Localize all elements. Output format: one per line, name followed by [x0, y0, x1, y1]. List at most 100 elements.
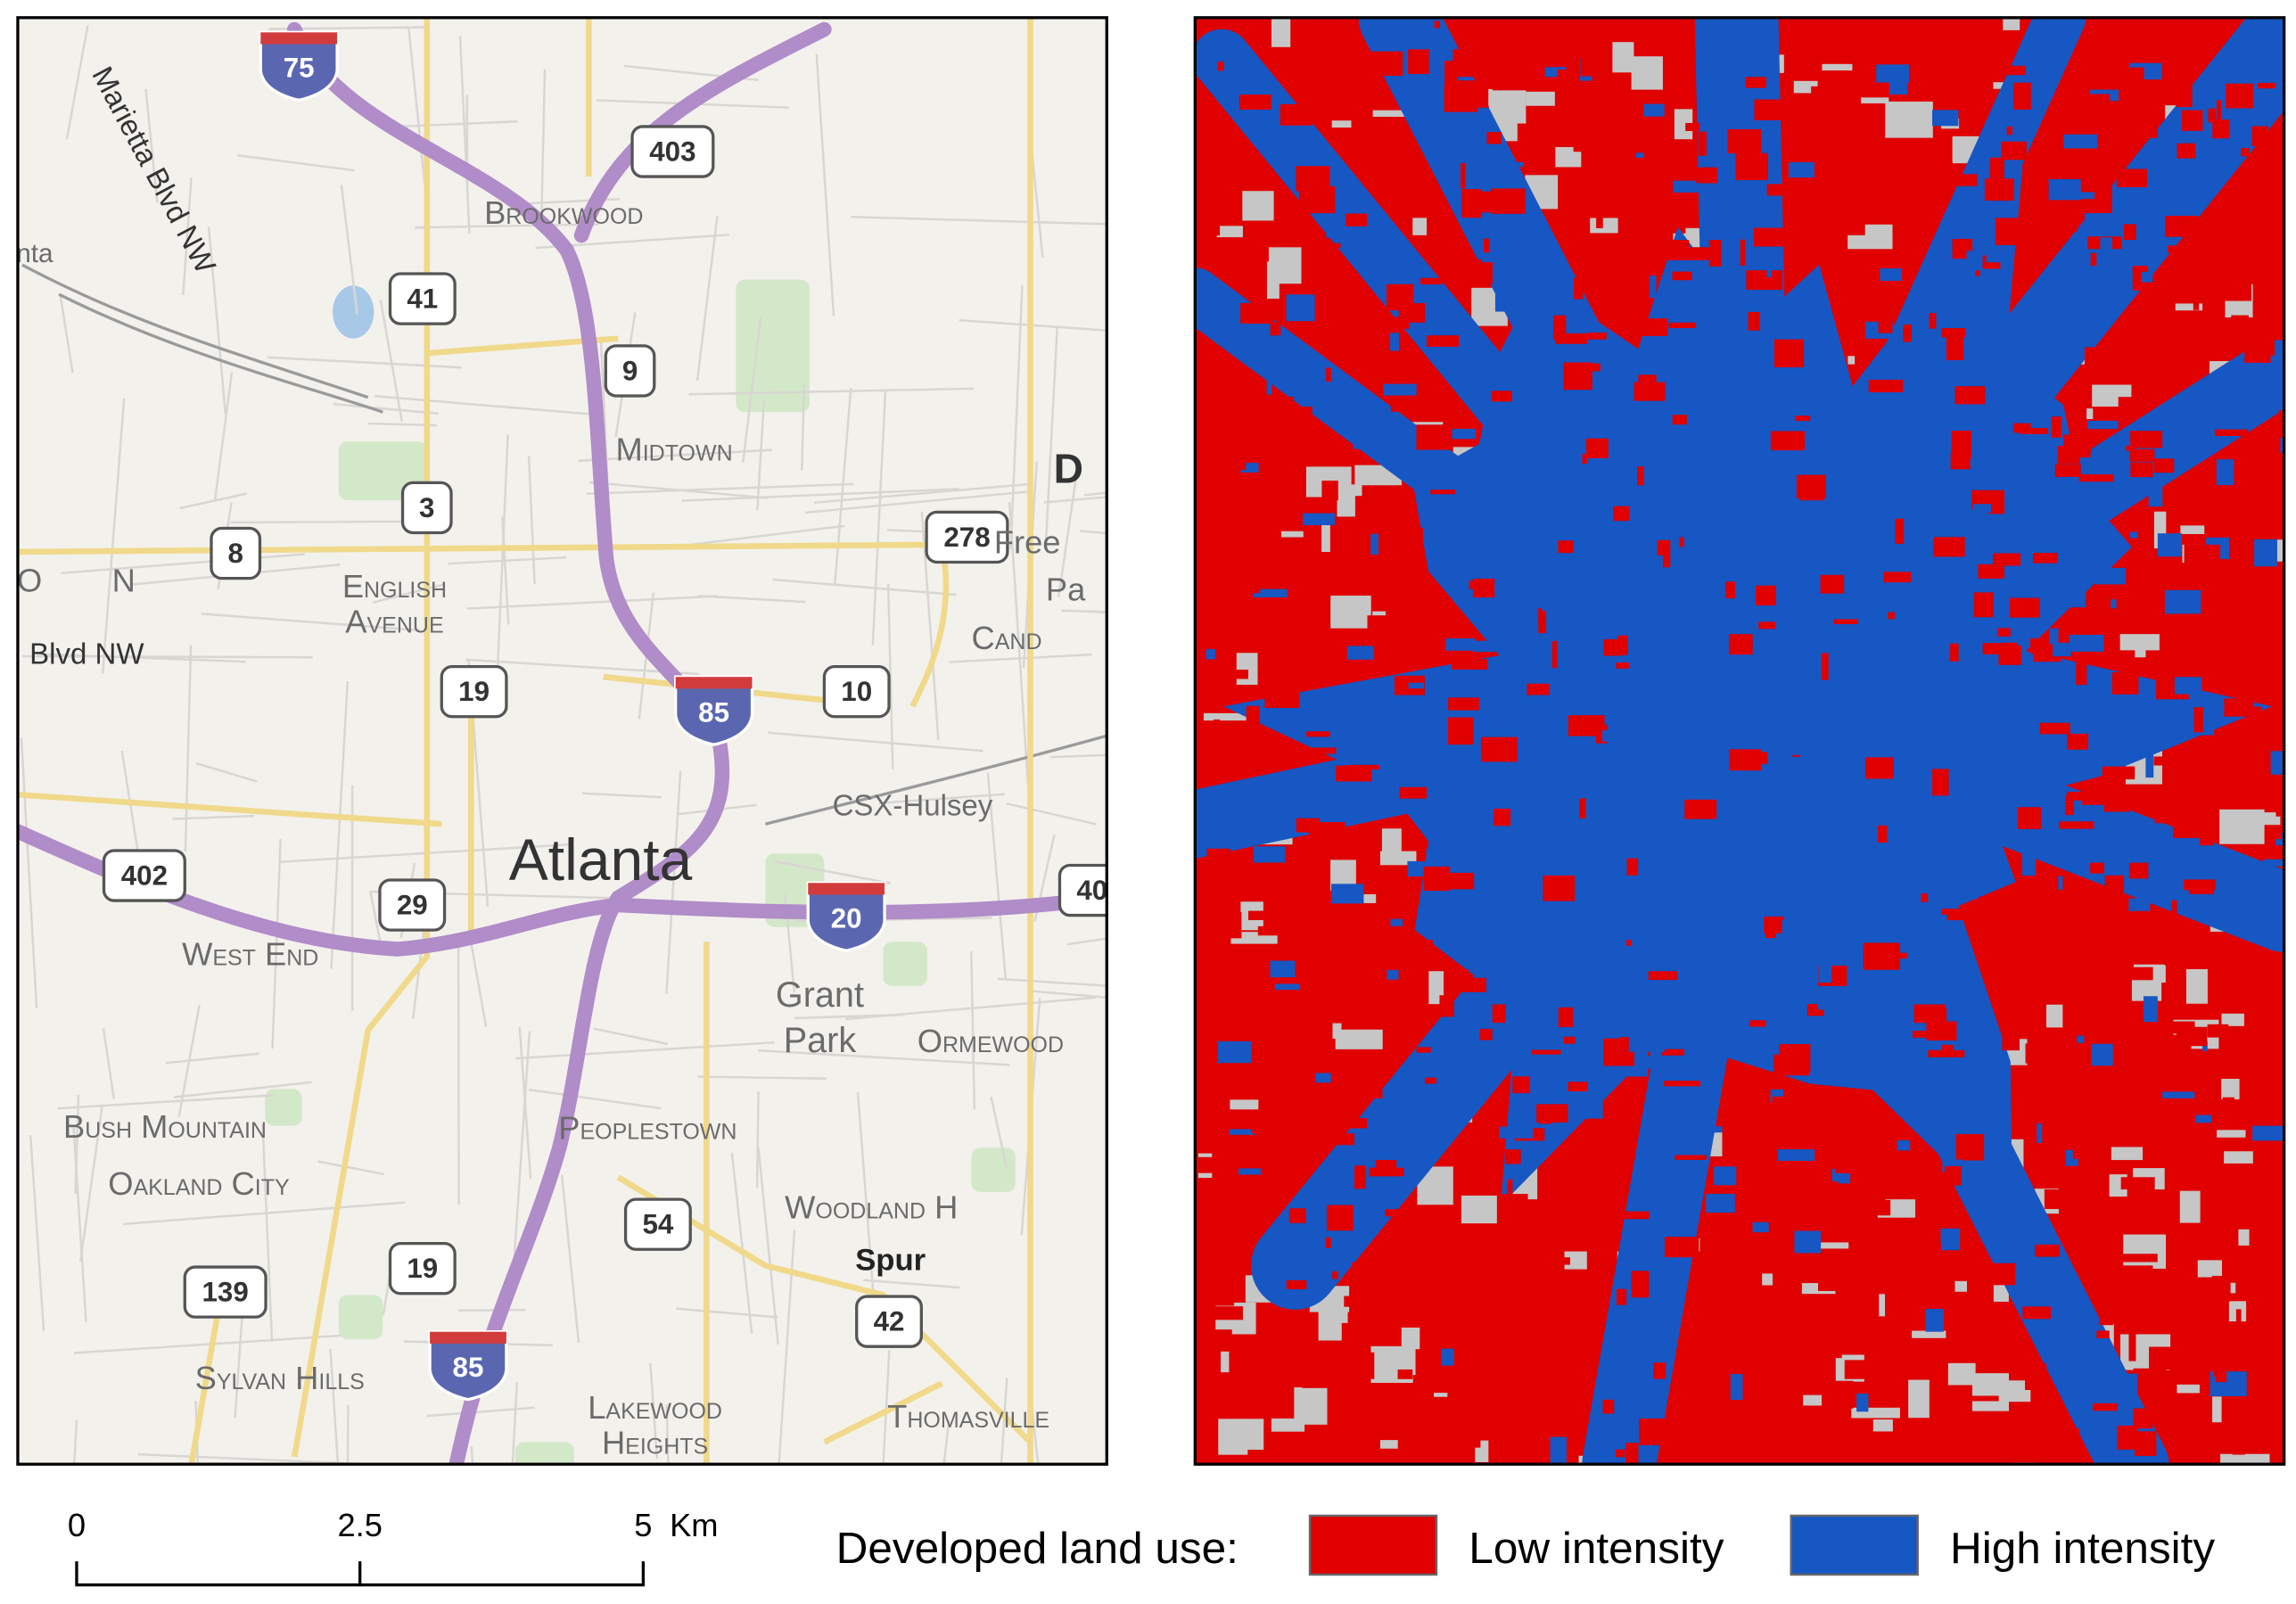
raster-patch [2117, 432, 2128, 441]
raster-patch [1353, 421, 1380, 449]
street [768, 731, 983, 753]
street [396, 119, 518, 128]
raster-patch [1557, 69, 1568, 84]
raster-patch [1982, 643, 2004, 654]
legend-label: High intensity [1950, 1524, 2215, 1573]
raster-patch [2162, 1091, 2195, 1098]
raster-patch [1984, 178, 2014, 202]
raster-patch [2172, 1222, 2207, 1230]
raster-patch [1826, 1181, 1839, 1193]
raster-patch [1625, 1443, 1639, 1465]
raster-patch [1600, 936, 1626, 955]
raster-patch [1904, 980, 1913, 999]
park [265, 1089, 302, 1126]
raster-patch [1638, 318, 1668, 336]
raster-patch [1454, 968, 1469, 975]
raster-patch [1945, 1165, 1962, 1186]
raster-patch [1596, 215, 1603, 228]
raster-patch [2020, 891, 2051, 907]
raster-patch [1667, 308, 1687, 315]
raster-patch [2118, 397, 2138, 419]
raster-patch [2228, 320, 2247, 336]
street [997, 977, 1107, 987]
raster-patch [1685, 1409, 1715, 1435]
raster-patch [1693, 693, 1722, 716]
raster-patch [1807, 1242, 1849, 1249]
raster-patch [1962, 92, 1972, 111]
raster-patch [2104, 875, 2125, 898]
raster-patch [1908, 1379, 1930, 1419]
raster-patch [2190, 640, 2203, 662]
raster-patch [1637, 466, 1644, 486]
raster-patch [1675, 628, 1683, 638]
raster-patch [1472, 640, 1496, 653]
raster-patch [1698, 131, 1707, 156]
raster-patch [1888, 612, 1895, 620]
raster-patch [1230, 590, 1251, 611]
route-number: 42 [874, 1306, 905, 1337]
raster-patch [1876, 64, 1910, 83]
raster-patch [2057, 445, 2080, 465]
street [886, 583, 894, 769]
raster-patch [1876, 1246, 1893, 1254]
raster-patch [1494, 808, 1511, 827]
raster-patch [1683, 1110, 1713, 1139]
raster-patch [1558, 1007, 1574, 1027]
raster-patch [1925, 1308, 1944, 1332]
raster-patch [1820, 32, 1834, 40]
raster-patch [2130, 431, 2163, 448]
raster-patch [2092, 1402, 2118, 1411]
raster-patch [2226, 984, 2261, 994]
raster-patch [1282, 407, 1313, 415]
raster-patch [2129, 910, 2164, 917]
raster-patch [1617, 628, 1628, 655]
raster-patch [2180, 525, 2205, 535]
raster-patch [2251, 126, 2268, 146]
route-number: 402 [121, 860, 168, 892]
raster-patch [1305, 243, 1341, 249]
raster-patch [2069, 580, 2086, 608]
raster-patch [2133, 1368, 2167, 1382]
raster-patch [1246, 705, 1260, 732]
raster-patch [1766, 184, 1786, 196]
raster-patch [1602, 1399, 1615, 1414]
raster-patch [1947, 1362, 1976, 1386]
raster-patch [1416, 424, 1452, 450]
raster-patch [1335, 751, 1353, 757]
raster-patch [1590, 218, 1618, 234]
raster-patch [2224, 698, 2254, 717]
raster-patch [1328, 1409, 1337, 1415]
raster-patch [1664, 294, 1695, 308]
raster-patch [1664, 1237, 1699, 1258]
raster-patch [1499, 1126, 1534, 1139]
raster-patch [1758, 571, 1765, 578]
raster-patch [1286, 1279, 1307, 1289]
interstate-number: 85 [453, 1352, 484, 1383]
raster-patch [1492, 1004, 1506, 1024]
raster-patch [2077, 916, 2092, 938]
raster-patch [1758, 1036, 1770, 1044]
raster-patch [2277, 696, 2284, 702]
raster-patch [1527, 772, 1548, 787]
raster-patch [2103, 794, 2131, 812]
interstate-shield [806, 881, 886, 952]
street [317, 1160, 384, 1176]
raster-patch [1346, 213, 1368, 226]
raster-patch [1466, 259, 1482, 277]
raster-patch [1332, 1118, 1368, 1129]
raster-patch [1398, 196, 1408, 202]
raster-patch [1432, 249, 1460, 268]
raster-patch [1946, 161, 1953, 180]
raster-patch [1945, 991, 1982, 1008]
raster-patch [1936, 661, 1948, 674]
raster-patch [1635, 152, 1644, 158]
raster-patch [1302, 609, 1308, 623]
route-number: 41 [407, 284, 438, 315]
raster-patch [1217, 1041, 1252, 1064]
raster-patch [1754, 99, 1787, 120]
raster-patch [1596, 589, 1624, 599]
raster-patch [1581, 889, 1605, 906]
raster-patch [1387, 498, 1416, 515]
raster-patch [1550, 1436, 1567, 1463]
raster-patch [2148, 482, 2163, 507]
